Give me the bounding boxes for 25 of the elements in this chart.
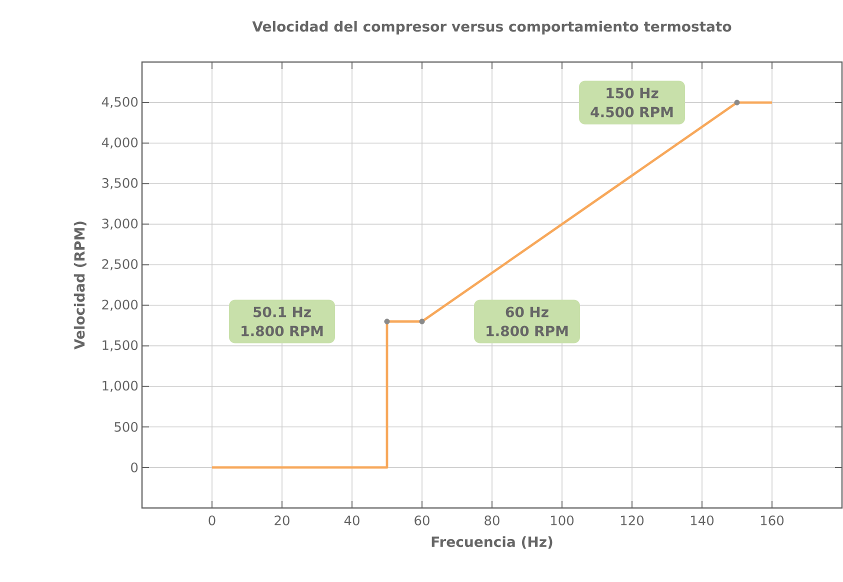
x-tick-label: 0: [208, 516, 216, 526]
y-tick-label: 2,500: [102, 259, 138, 270]
x-tick-label: 160: [761, 516, 784, 526]
x-tick-label: 40: [344, 516, 360, 526]
y-tick-label: 3,500: [102, 178, 138, 190]
annotation: 150 Hz 4.500 RPM: [590, 88, 673, 118]
x-tick-label: 60: [414, 516, 430, 526]
y-tick-label: 500: [114, 422, 138, 432]
x-tick-label: 140: [691, 516, 714, 526]
y-tick-label: 1,000: [102, 380, 138, 392]
y-axis-title: Velocidad (RPM): [74, 222, 86, 350]
annotation: 60 Hz 1.800 RPM: [486, 306, 568, 336]
x-tick-label: 20: [274, 516, 290, 526]
y-tick-label: 3,000: [102, 218, 138, 230]
x-tick-label: 120: [621, 516, 644, 526]
chart-title: Velocidad del compresor versus comportamiento termostato: [252, 20, 732, 34]
annotation: 50.1 Hz 1.800 RPM: [242, 306, 323, 336]
x-tick-label: 80: [484, 516, 500, 526]
x-axis-title: Frecuencia (Hz): [432, 536, 552, 549]
y-tick-label: 1,500: [102, 340, 138, 352]
y-tick-label: 4,500: [102, 96, 138, 108]
y-tick-label: 0: [131, 462, 138, 472]
x-tick-label: 100: [551, 516, 574, 526]
y-tick-label: 4,000: [102, 138, 138, 149]
y-tick-label: 2,000: [102, 300, 138, 311]
